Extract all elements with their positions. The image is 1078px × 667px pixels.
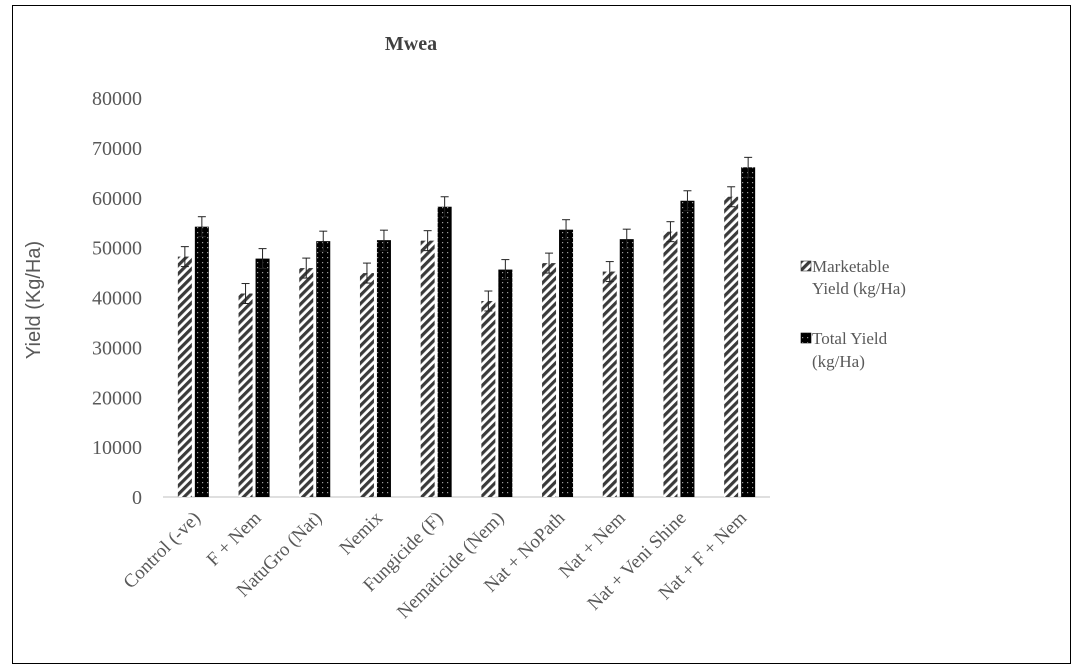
y-tick-label: 50000 bbox=[92, 238, 142, 260]
bar-marketable bbox=[542, 263, 557, 497]
bar-marketable bbox=[481, 300, 496, 497]
bar-total bbox=[316, 241, 331, 497]
error-bar bbox=[319, 230, 328, 252]
y-tick-label: 70000 bbox=[92, 138, 142, 160]
bars bbox=[177, 167, 756, 498]
error-bar bbox=[197, 216, 206, 238]
bar-total bbox=[498, 269, 513, 497]
bar-marketable bbox=[177, 256, 192, 497]
legend-label-marketable-2: Yield (kg/Ha) bbox=[812, 279, 906, 298]
error-bar bbox=[727, 186, 736, 208]
error-bar bbox=[605, 261, 614, 283]
legend-swatch-total bbox=[800, 332, 812, 344]
bar-marketable bbox=[420, 240, 435, 497]
error-bar bbox=[423, 230, 432, 252]
error-bar bbox=[666, 221, 675, 243]
bar-marketable bbox=[359, 273, 374, 497]
error-bar bbox=[744, 156, 753, 178]
y-axis-label: Yield (Kg/Ha) bbox=[23, 241, 45, 359]
error-bar bbox=[562, 219, 571, 241]
error-bar bbox=[484, 290, 493, 312]
error-bar bbox=[545, 252, 554, 274]
error-bar bbox=[501, 259, 510, 281]
legend-label-total-2: (kg/Ha) bbox=[812, 352, 865, 371]
y-tick-label: 60000 bbox=[92, 188, 142, 210]
error-bar bbox=[362, 262, 371, 284]
y-tick-label: 0 bbox=[132, 487, 142, 509]
y-axis-ticks: 0 10000 20000 30000 40000 50000 60000 70000 8000… bbox=[92, 88, 142, 509]
y-tick-label: 40000 bbox=[92, 288, 142, 310]
x-tick-label: F + Nem bbox=[203, 508, 266, 571]
bar-total bbox=[194, 226, 209, 498]
y-tick-label: 10000 bbox=[92, 437, 142, 459]
bar-marketable bbox=[299, 268, 314, 497]
bar-marketable bbox=[663, 231, 678, 498]
chart-title: Mwea bbox=[385, 33, 437, 55]
error-bar bbox=[241, 283, 250, 304]
bar-marketable bbox=[602, 271, 617, 497]
x-tick-label: Control (-ve) bbox=[120, 508, 205, 593]
y-tick-label: 20000 bbox=[92, 387, 142, 409]
legend: Marketable Yield (kg/Ha) Total Yield (kg… bbox=[800, 257, 906, 371]
bar-marketable bbox=[724, 196, 739, 497]
bar-total bbox=[619, 239, 634, 498]
bar-total bbox=[741, 167, 756, 498]
x-tick-label: Nemix bbox=[336, 507, 388, 559]
y-tick-label: 30000 bbox=[92, 337, 142, 359]
error-bars bbox=[180, 156, 753, 312]
x-tick-label: Nematicide (Nem) bbox=[393, 508, 508, 623]
legend-label-total-1: Total Yield bbox=[812, 329, 888, 348]
error-bar bbox=[440, 196, 449, 218]
error-bar bbox=[302, 257, 311, 279]
bar-total bbox=[680, 200, 695, 497]
y-tick-label: 80000 bbox=[92, 88, 142, 110]
bar-total bbox=[437, 206, 452, 498]
error-bar bbox=[258, 248, 267, 270]
error-bar bbox=[683, 190, 692, 212]
legend-swatch-marketable bbox=[800, 260, 812, 272]
bar-total bbox=[559, 229, 574, 498]
error-bar bbox=[379, 229, 388, 251]
bar-total bbox=[376, 240, 391, 498]
bar-total bbox=[255, 258, 270, 497]
legend-label-marketable-1: Marketable bbox=[812, 257, 889, 276]
bar-marketable bbox=[238, 293, 253, 497]
error-bar bbox=[622, 228, 631, 250]
error-bar bbox=[180, 246, 189, 268]
